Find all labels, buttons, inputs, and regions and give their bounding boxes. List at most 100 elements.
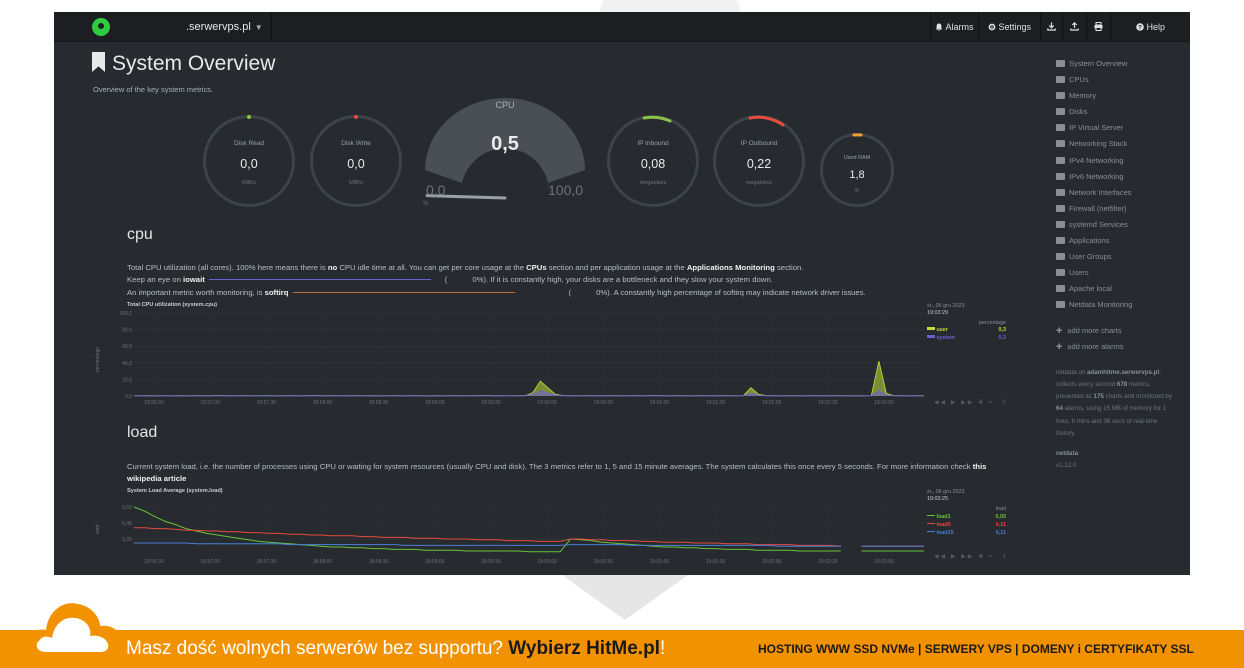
- cloud-icon: [1056, 140, 1065, 148]
- x-tick-label: 19:01:30: [706, 559, 726, 563]
- load-chart-legend: śr., 06 gru 2023 19:03:25 load load1 0,05…: [927, 489, 1007, 549]
- sidebar-item[interactable]: Apache local: [1056, 281, 1186, 297]
- print-button[interactable]: [1086, 12, 1110, 42]
- x-tick-label: 19:03:00: [874, 559, 894, 563]
- cpu-chart-controls[interactable]: ◀◀ ▶ ▶▶ ✚ ━ ⇕: [934, 400, 1009, 406]
- cpus-link[interactable]: CPUs: [526, 263, 547, 272]
- ip-outbound-gauge[interactable]: IP Outbound 0,22 megabits/s: [713, 115, 805, 207]
- load5-legend-value: 0,11: [995, 522, 1006, 528]
- add-more-charts-link[interactable]: ✚ add more charts: [1056, 323, 1186, 339]
- disk-read-gauge[interactable]: Disk Read 0,0 MiB/s: [203, 115, 295, 207]
- load-chart[interactable]: 0,60 0,40 0,20 18:56:30 18:57:00 18:57:30 18:5…: [104, 493, 924, 563]
- x-tick-label: 18:56:30: [144, 559, 164, 563]
- load-legend-load15[interactable]: load15 0,11: [927, 530, 1007, 536]
- bell-icon: [936, 23, 943, 31]
- page-title: System Overview: [92, 52, 275, 76]
- sidebar-item[interactable]: Netdata Monitoring: [1056, 297, 1186, 313]
- sidebar-item[interactable]: User Groups: [1056, 249, 1186, 265]
- add-more-alarms-link[interactable]: ✚ add more alarms: [1056, 339, 1186, 355]
- x-tick-label: 19:00:30: [593, 559, 613, 563]
- sidebar-item[interactable]: Memory: [1056, 88, 1186, 104]
- sidebar-item[interactable]: Network Interfaces: [1056, 185, 1186, 201]
- disk-write-value: 0,0: [347, 157, 365, 171]
- download-icon: [1047, 22, 1056, 31]
- y-tick-label: 20,0: [122, 377, 132, 383]
- system-legend-value: 0,3: [998, 335, 1007, 341]
- x-tick-label: 19:01:00: [650, 400, 670, 406]
- sidebar-item-label: IPv6 Networking: [1069, 171, 1124, 181]
- info-metrics: 678: [1116, 380, 1128, 388]
- disk-write-gauge[interactable]: Disk Write 0,0 MiB/s: [310, 115, 402, 207]
- cpu-gauge-min: 0,0: [426, 182, 446, 198]
- cloud-icon: [1056, 156, 1065, 164]
- cpu-gauge-needle: [425, 194, 507, 200]
- cpu-legend-user[interactable]: user 0,3: [927, 327, 1007, 333]
- sidebar-item[interactable]: systemd Services: [1056, 217, 1186, 233]
- sidebar-item-label: Netdata Monitoring: [1069, 300, 1133, 310]
- load-chart-title: System Load Average (system.load): [127, 488, 223, 494]
- alarms-button[interactable]: Alarms: [930, 12, 978, 42]
- x-tick-label: 18:57:30: [257, 559, 277, 563]
- cpu-section-title: cpu: [127, 226, 153, 243]
- hostname-dropdown[interactable]: .serwervps.pl ▼: [178, 12, 272, 42]
- cpu-gauge-dial: [425, 98, 585, 200]
- promo-banner[interactable]: Masz dość wolnych serwerów bez supportu?…: [0, 630, 1244, 668]
- series-line-system: [134, 390, 924, 397]
- cpu-legend-time: 19:03:29: [927, 310, 948, 316]
- eye-icon: [1056, 285, 1065, 293]
- sidebar-item-label: System Overview: [1069, 59, 1128, 68]
- ip-outbound-unit: megabits/s: [745, 180, 773, 186]
- info-charts: 175: [1093, 393, 1104, 401]
- cpu-gauge[interactable]: CPU 0,5 0,0 100,0 %: [420, 98, 590, 213]
- disk-read-indicator-icon: [247, 115, 251, 119]
- sidebar-item[interactable]: Users: [1056, 265, 1186, 281]
- load-chart-controls[interactable]: ◀◀ ▶ ▶▶ ✚ ━ ⇕: [934, 554, 1009, 560]
- sidebar-item[interactable]: IP Virtual Server: [1056, 120, 1186, 136]
- sidebar-item[interactable]: Firewall (netfilter): [1056, 201, 1186, 217]
- netdata-brand[interactable]: netdata: [1056, 448, 1186, 460]
- cpu-legend-system[interactable]: system 0,3: [927, 335, 1007, 341]
- plus-icon: ✚: [1056, 325, 1063, 335]
- netdata-logo-icon[interactable]: [92, 18, 110, 36]
- sidebar-item[interactable]: System Overview: [1056, 56, 1186, 72]
- sidebar-item[interactable]: IPv6 Networking: [1056, 169, 1186, 185]
- x-tick-label: 19:00:00: [537, 559, 557, 563]
- sidebar-item-label: Apache local: [1069, 284, 1112, 294]
- load-legend-load1[interactable]: load1 0,05: [927, 514, 1007, 520]
- disk-write-indicator-icon: [354, 115, 358, 119]
- sidebar-item[interactable]: Disks: [1056, 104, 1186, 120]
- softirq-sparkline: [292, 291, 515, 293]
- used-ram-gauge[interactable]: Used RAM 1,8 %: [820, 133, 894, 207]
- cpu-gauge-value: 0,5: [491, 133, 519, 155]
- hostname-label: .serwervps.pl: [186, 21, 251, 33]
- sidebar-item[interactable]: CPUs: [1056, 72, 1186, 88]
- load-legend-load5[interactable]: load5 0,11: [927, 522, 1007, 528]
- x-tick-label: 19:01:00: [650, 559, 670, 563]
- x-tick-label: 19:02:30: [818, 400, 838, 406]
- wikipedia-link[interactable]: this wikipedia article: [127, 462, 987, 484]
- chevron-down-icon: ▼: [254, 23, 263, 32]
- sidebar-item[interactable]: IPv4 Networking: [1056, 153, 1186, 169]
- cpu-chart[interactable]: 100,0 80,0 60,0 40,0 20,0 0,0 18:56:30 18:57:00…: [104, 309, 924, 409]
- gear-icon: [988, 23, 996, 31]
- ip-inbound-gauge[interactable]: IP Inbound 0,08 megabits/s: [607, 115, 699, 207]
- ip-inbound-arc-icon: [642, 115, 672, 123]
- applications-monitoring-link[interactable]: Applications Monitoring: [686, 263, 775, 272]
- upload-button[interactable]: [1062, 12, 1086, 42]
- bolt-icon: [1056, 76, 1065, 84]
- users-icon: [1056, 253, 1065, 261]
- user-swatch-icon: [927, 327, 935, 330]
- download-button[interactable]: [1040, 12, 1062, 42]
- background-chevron: [555, 570, 695, 620]
- load1-legend-label: load1: [936, 514, 951, 520]
- series-line-load15: [134, 542, 924, 547]
- x-tick-label: 18:58:30: [369, 559, 389, 563]
- sidebar-item[interactable]: Applications: [1056, 233, 1186, 249]
- help-button[interactable]: ? Help: [1110, 12, 1190, 42]
- y-tick-label: 0,60: [122, 505, 132, 511]
- sidebar-item-label: Users: [1069, 268, 1089, 278]
- settings-button[interactable]: Settings: [978, 12, 1040, 42]
- ip-inbound-value: 0,08: [640, 157, 666, 171]
- cpu-desc-text: Total CPU utilization (all cores). 100% …: [127, 263, 328, 272]
- sidebar-item[interactable]: Networking Stack: [1056, 136, 1186, 152]
